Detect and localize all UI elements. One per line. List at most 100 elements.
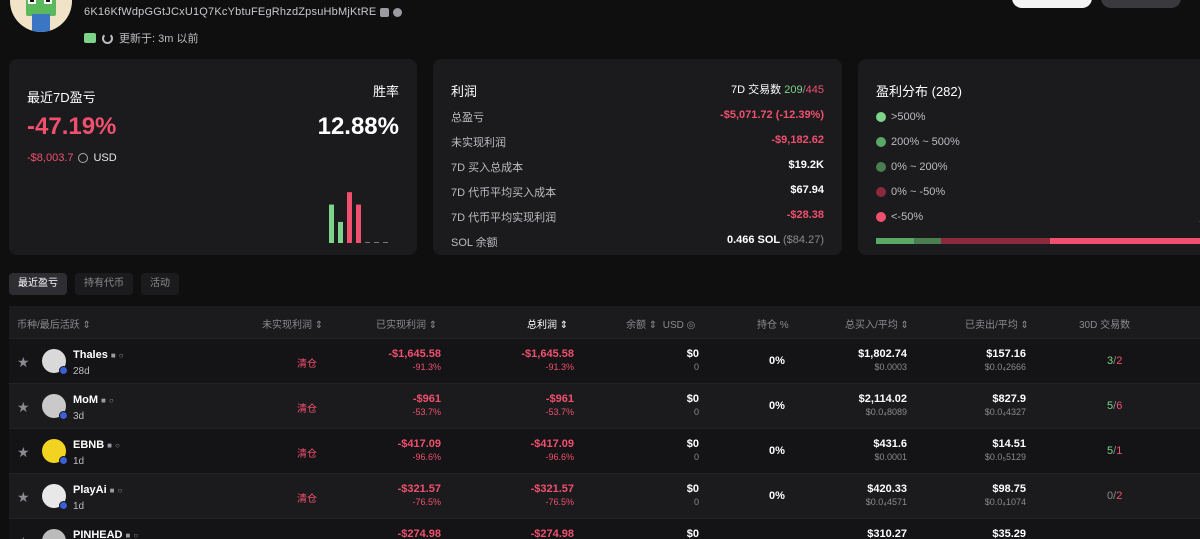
star-icon[interactable]: ★ [17, 489, 30, 505]
tx-count-30d: 0/2 [1107, 490, 1123, 502]
token-name[interactable]: Thales ■ ○ [73, 349, 124, 361]
copy-icon[interactable] [380, 7, 390, 17]
token-name[interactable]: PlayAi ■ ○ [73, 484, 123, 496]
chain-icon [59, 501, 68, 510]
search-icon[interactable]: ○ [118, 350, 124, 360]
dot-icon [876, 137, 886, 147]
total-profit: -$274.98 [530, 528, 574, 539]
total-buy: $431.6 $0.0001 [873, 438, 907, 462]
currency-label: USD [93, 152, 117, 164]
update-status: 更新于: 3m 以前 [84, 30, 198, 46]
copy-icon[interactable]: ■ [125, 530, 131, 539]
copy-icon[interactable]: ■ [109, 485, 115, 495]
realized-profit: -$417.09 -96.6% [397, 438, 441, 462]
token-age: 1d [73, 501, 85, 512]
col-balance[interactable]: 余额 ⇕ USD ◎ [626, 320, 696, 331]
explorer-icon[interactable] [393, 7, 403, 17]
col-token[interactable]: 币种/最后活跃 ⇕ [17, 320, 91, 331]
tab-holdings[interactable]: 持有代币 [75, 273, 133, 295]
chain-icon [59, 366, 68, 375]
profit-row: 7D 买入总成本 $19.2K [451, 159, 824, 175]
distribution-bar [876, 238, 1200, 244]
winrate-value: 12.88% [317, 113, 399, 140]
position-pct: 0% [769, 400, 785, 412]
total-sell: $35.29 [992, 528, 1026, 539]
distribution-bar-segment [1050, 238, 1200, 244]
pnl-title: 最近7D盈亏 [27, 90, 96, 105]
position-pct: 0% [769, 355, 785, 367]
profit-row: 总盈亏 -$5,071.72 (-12.39%) [451, 109, 824, 125]
balance: $0 0 [686, 393, 699, 417]
col-realized[interactable]: 已实现利润 ⇕ [376, 320, 438, 331]
pnl-mini-bar [356, 204, 361, 243]
col-total-buy[interactable]: 总买入/平均 ⇕ [845, 320, 909, 331]
copy-icon[interactable]: ■ [107, 440, 113, 450]
table-row[interactable]: ★ PINHEAD ■○ -$274.98 -$274.98 $0 $310.2… [9, 518, 1200, 539]
token-name[interactable]: MoM ■ ○ [73, 394, 114, 406]
search-icon[interactable]: ○ [108, 395, 114, 405]
tx-count: 7D 交易数 209/445 [731, 81, 824, 97]
profit-row: 未实现利润 -$9,182.62 [451, 134, 824, 150]
tx-sep: / [802, 84, 806, 96]
profit-row-value: -$28.38 [786, 209, 824, 221]
profit-title: 利润 [451, 84, 478, 99]
balance: $0 0 [686, 348, 699, 372]
tab-recent-pnl[interactable]: 最近盈亏 [9, 273, 67, 295]
distribution-row: <-50%149 [876, 211, 1200, 223]
profit-row: 7D 代币平均买入成本 $67.94 [451, 184, 824, 200]
search-icon[interactable]: ○ [133, 530, 139, 539]
col-30d-tx: 30D 交易数 [1079, 320, 1131, 331]
distribution-row: 0% ~ 200%29 [876, 161, 1200, 173]
header-button-primary[interactable] [1012, 0, 1092, 8]
tab-bar: 最近盈亏 持有代币 活动 [9, 273, 179, 295]
token-avatar [42, 484, 68, 510]
star-icon[interactable]: ★ [17, 399, 30, 415]
profit-row-label: 7D 买入总成本 [451, 162, 524, 174]
cleared-label: 清仓 [297, 449, 317, 460]
token-name[interactable]: PINHEAD ■ ○ [73, 529, 139, 539]
tx-count-30d: 5/1 [1107, 445, 1123, 457]
copy-icon[interactable]: ■ [101, 395, 106, 405]
profit-row-label: 7D 代币平均实现利润 [451, 212, 557, 224]
updated-label: 更新于: 3m 以前 [119, 33, 199, 45]
star-icon[interactable]: ★ [17, 354, 30, 370]
table-row[interactable]: ★ EBNB ■ ○ 1d 清仓 -$417.09 -96.6% -$417.09-… [9, 428, 1200, 473]
profit-row-value: 0.466 SOL ($84.27) [726, 234, 824, 246]
col-total-sell[interactable]: 已卖出/平均 ⇕ [965, 320, 1029, 331]
refresh-icon[interactable] [102, 32, 113, 44]
cleared-label: 清仓 [297, 359, 317, 370]
table-row[interactable]: ★ PlayAi ■ ○ 1d 清仓 -$321.57 -76.5% -$321.5… [9, 473, 1200, 518]
profit-card: 利润 7D 交易数 209/445 总盈亏 -$5,071.72 (-12.39%… [433, 59, 842, 255]
pnl-usd: -$8,003.7 USD [27, 152, 117, 164]
table-row[interactable]: ★ Thales ■ ○ 28d 清仓 -$1,645.58 -91.3% -$1,… [9, 338, 1200, 383]
profit-row-value: $67.94 [790, 184, 824, 196]
header-button-secondary[interactable] [1101, 0, 1181, 8]
search-icon[interactable]: ○ [117, 485, 123, 495]
profit-row-label: 总盈亏 [451, 112, 484, 124]
profit-row-value: -$9,182.62 [771, 134, 824, 146]
star-icon[interactable]: ★ [17, 534, 30, 539]
wallet-address-text: 6K16KfWdpGGtJCxU1Q7KcYbtuFEgRhzdZpsuHbMj… [84, 6, 377, 18]
star-icon[interactable]: ★ [17, 444, 30, 460]
distribution-row: 200% ~ 500%1 [876, 136, 1200, 148]
distribution-bar-segment [940, 238, 1051, 244]
pnl-card: 最近7D盈亏 -47.19% -$8,003.7 USD 胜率 12.88% [9, 59, 417, 255]
token-age: 28d [73, 366, 90, 377]
search-icon[interactable]: ○ [115, 440, 120, 450]
table-row[interactable]: ★ MoM ■ ○ 3d 清仓 -$961 -53.7% -$961 -53.7% $… [9, 383, 1200, 428]
col-total-profit[interactable]: 总利润 ⇕ [527, 320, 569, 331]
col-unrealized[interactable]: 未实现利润 ⇕ [262, 320, 324, 331]
realized-profit: -$1,645.58 -91.3% [388, 348, 441, 372]
position-pct: 0% [769, 445, 785, 457]
pnl-usd-value: -$8,003.7 [27, 152, 74, 164]
profit-distribution-card: 盈利分布 (282) >500% 200% ~ 500%1 0% ~ 200%290… [858, 59, 1200, 255]
total-profit: -$961 -53.7% [545, 393, 574, 417]
distribution-title: 盈利分布 (282) [876, 84, 962, 99]
tab-activity[interactable]: 活动 [141, 273, 179, 295]
copy-icon[interactable]: ■ [110, 350, 116, 360]
pnl-table: 币种/最后活跃 ⇕ 未实现利润 ⇕ 已实现利润 ⇕ 总利润 ⇕ 余额 ⇕ USD… [9, 306, 1200, 539]
distribution-label: 0% ~ 200% [891, 161, 948, 173]
distribution-row: >500% [876, 111, 1200, 123]
wallet-avatar [10, 0, 72, 32]
token-name[interactable]: EBNB ■ ○ [73, 439, 120, 451]
